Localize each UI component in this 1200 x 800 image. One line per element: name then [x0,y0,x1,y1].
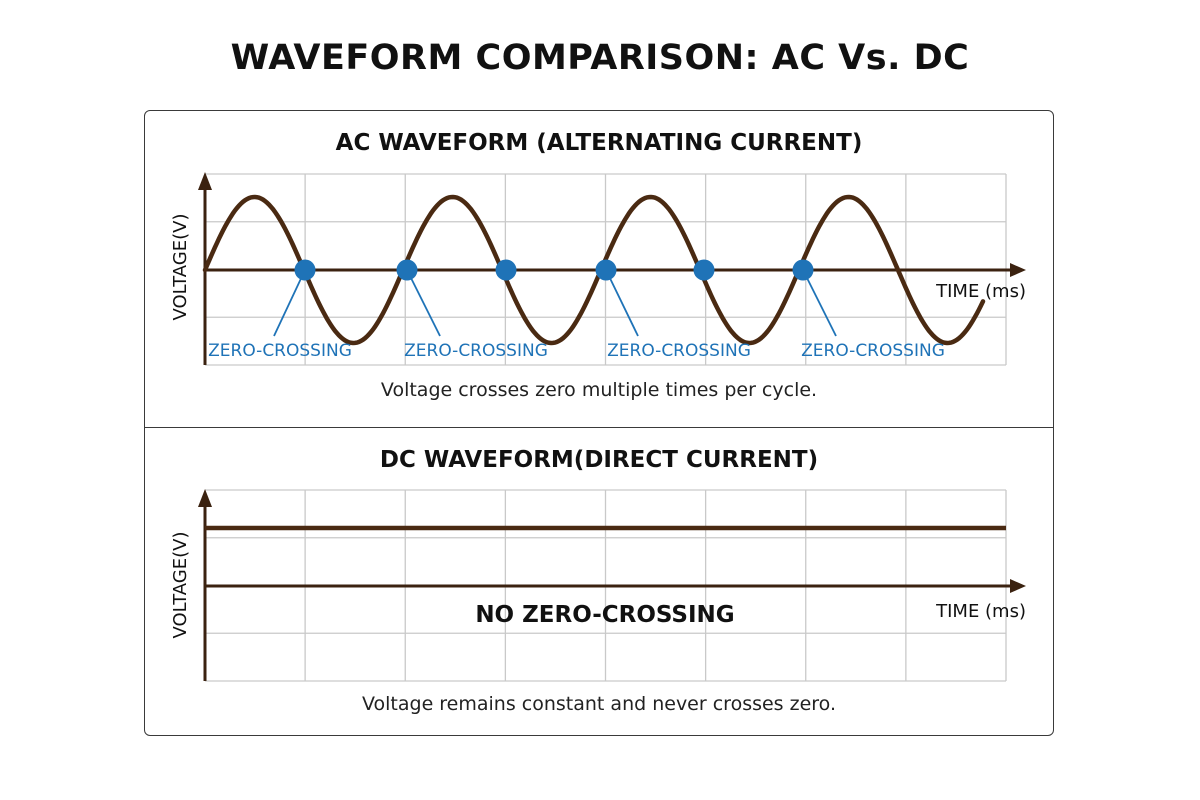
ac-zero-crossing-labels: ZERO-CROSSING ZERO-CROSSING ZERO-CROSSING Z… [208,341,945,361]
ac-x-axis-label: TIME (ms) [935,281,1026,302]
zero-crossing-label: ZERO-CROSSING [801,341,945,361]
zero-crossing-label: ZERO-CROSSING [404,341,548,361]
section-divider [144,427,1054,428]
zero-crossing-dot [396,259,418,281]
dc-x-axis-arrow [1010,579,1026,593]
zero-crossing-dot [294,259,316,281]
zero-crossing-dot [792,259,814,281]
dc-y-axis-arrow [198,489,212,507]
ac-y-axis-arrow [198,172,212,190]
ac-zero-crossing-points [294,259,814,281]
ac-zero-crossing-leaders [273,269,837,337]
comparison-card [144,110,1054,736]
ac-sine-wave [202,194,986,346]
dc-x-axis-label: TIME (ms) [935,601,1026,622]
no-zero-crossing-annotation: NO ZERO-CROSSING [475,602,734,628]
ac-y-axis-label: VOLTAGE(V) [170,214,191,321]
ac-caption: Voltage crosses zero multiple times per … [380,379,818,401]
zero-crossing-leader [273,269,306,337]
zero-crossing-leader [802,269,837,337]
zero-crossing-leader [605,269,639,337]
zero-crossing-leader [406,269,441,337]
dc-y-axis-label: VOLTAGE(V) [170,532,191,639]
zero-crossing-dot [693,259,715,281]
page-title: WAVEFORM COMPARISON: AC Vs. DC [230,38,970,78]
zero-crossing-label: ZERO-CROSSING [208,341,352,361]
ac-x-axis-arrow [1010,263,1026,277]
ac-section-title: AC WAVEFORM (ALTERNATING CURRENT) [335,130,863,156]
dc-caption: Voltage remains constant and never cross… [361,693,837,715]
dc-section-title: DC WAVEFORM(DIRECT CURRENT) [379,447,819,473]
zero-crossing-dot [595,259,617,281]
zero-crossing-dot [495,259,517,281]
zero-crossing-label: ZERO-CROSSING [607,341,751,361]
